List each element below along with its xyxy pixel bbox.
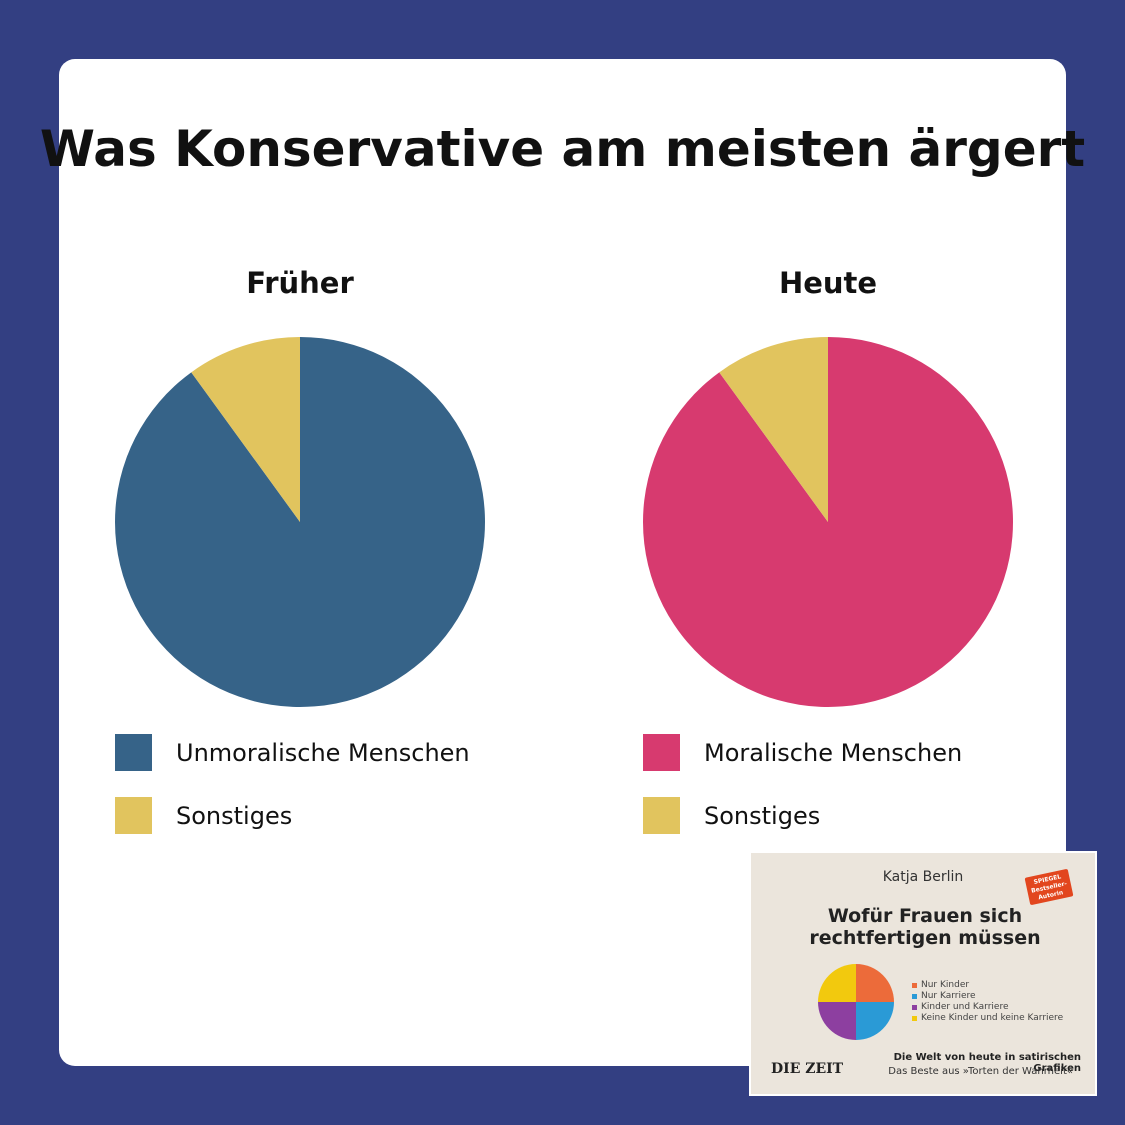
legend-item-unmoralische: Unmoralische Menschen	[115, 734, 470, 771]
book-pie-icon	[818, 964, 894, 1040]
legend-label: Sonstiges	[704, 801, 821, 830]
book-cover-ad[interactable]: Katja Berlin SPIEGEL Bestseller-Autorin …	[749, 851, 1097, 1096]
publisher-logo: DIE ZEIT	[771, 1061, 844, 1077]
book-pie-slice-2	[818, 1002, 856, 1040]
book-legend-swatch	[912, 1005, 917, 1010]
page-title: Was Konservative am meisten ärgert	[39, 120, 1086, 178]
book-subtitle-2: Das Beste aus »Torten der Wahrheit«	[888, 1066, 1073, 1077]
book-legend-label: Nur Karriere	[921, 991, 976, 1001]
book-legend: Nur Kinder Nur Karriere Kinder und Karri…	[912, 980, 1063, 1024]
chart-title-heute: Heute	[778, 266, 878, 300]
legend-swatch	[643, 734, 680, 771]
book-pie-slice-1	[856, 1002, 894, 1040]
pie-chart-frueher	[114, 337, 485, 707]
book-legend-label: Nur Kinder	[921, 980, 970, 990]
book-title: Wofür Frauen sich rechtfertigen müssen	[809, 905, 1041, 949]
book-author: Katja Berlin	[882, 869, 964, 885]
book-legend-label: Kinder und Karriere	[921, 1002, 1009, 1012]
book-subtitle: Die Welt von heute in satirischen Grafik…	[893, 1052, 1081, 1074]
pie-chart-heute	[643, 337, 1013, 707]
book-legend-swatch	[912, 994, 917, 999]
book-legend-item: Keine Kinder und keine Karriere	[912, 1013, 1063, 1024]
legend-swatch	[115, 734, 152, 771]
pie-slice-1	[191, 337, 300, 522]
pie-slice-0	[114, 337, 485, 707]
book-legend-item: Nur Kinder	[912, 980, 1063, 991]
book-legend-swatch	[912, 1016, 917, 1021]
legend-label: Sonstiges	[176, 801, 293, 830]
chart-title-frueher: Früher	[246, 266, 354, 300]
book-legend-label: Keine Kinder und keine Karriere	[921, 1013, 1064, 1023]
book-legend-item: Kinder und Karriere	[912, 1002, 1063, 1013]
book-legend-swatch	[912, 983, 917, 988]
legend-item-sonstiges: Sonstiges	[115, 797, 292, 834]
pie-slice-1	[719, 337, 828, 522]
legend-item-moralische: Moralische Menschen	[643, 734, 962, 771]
legend-swatch	[643, 797, 680, 834]
legend-label: Unmoralische Menschen	[176, 738, 470, 767]
book-pie-slice-3	[818, 964, 856, 1002]
legend-swatch	[115, 797, 152, 834]
book-pie-slice-0	[856, 964, 894, 1002]
book-legend-item: Nur Karriere	[912, 991, 1063, 1002]
legend-label: Moralische Menschen	[704, 738, 963, 767]
legend-item-sonstiges: Sonstiges	[643, 797, 820, 834]
